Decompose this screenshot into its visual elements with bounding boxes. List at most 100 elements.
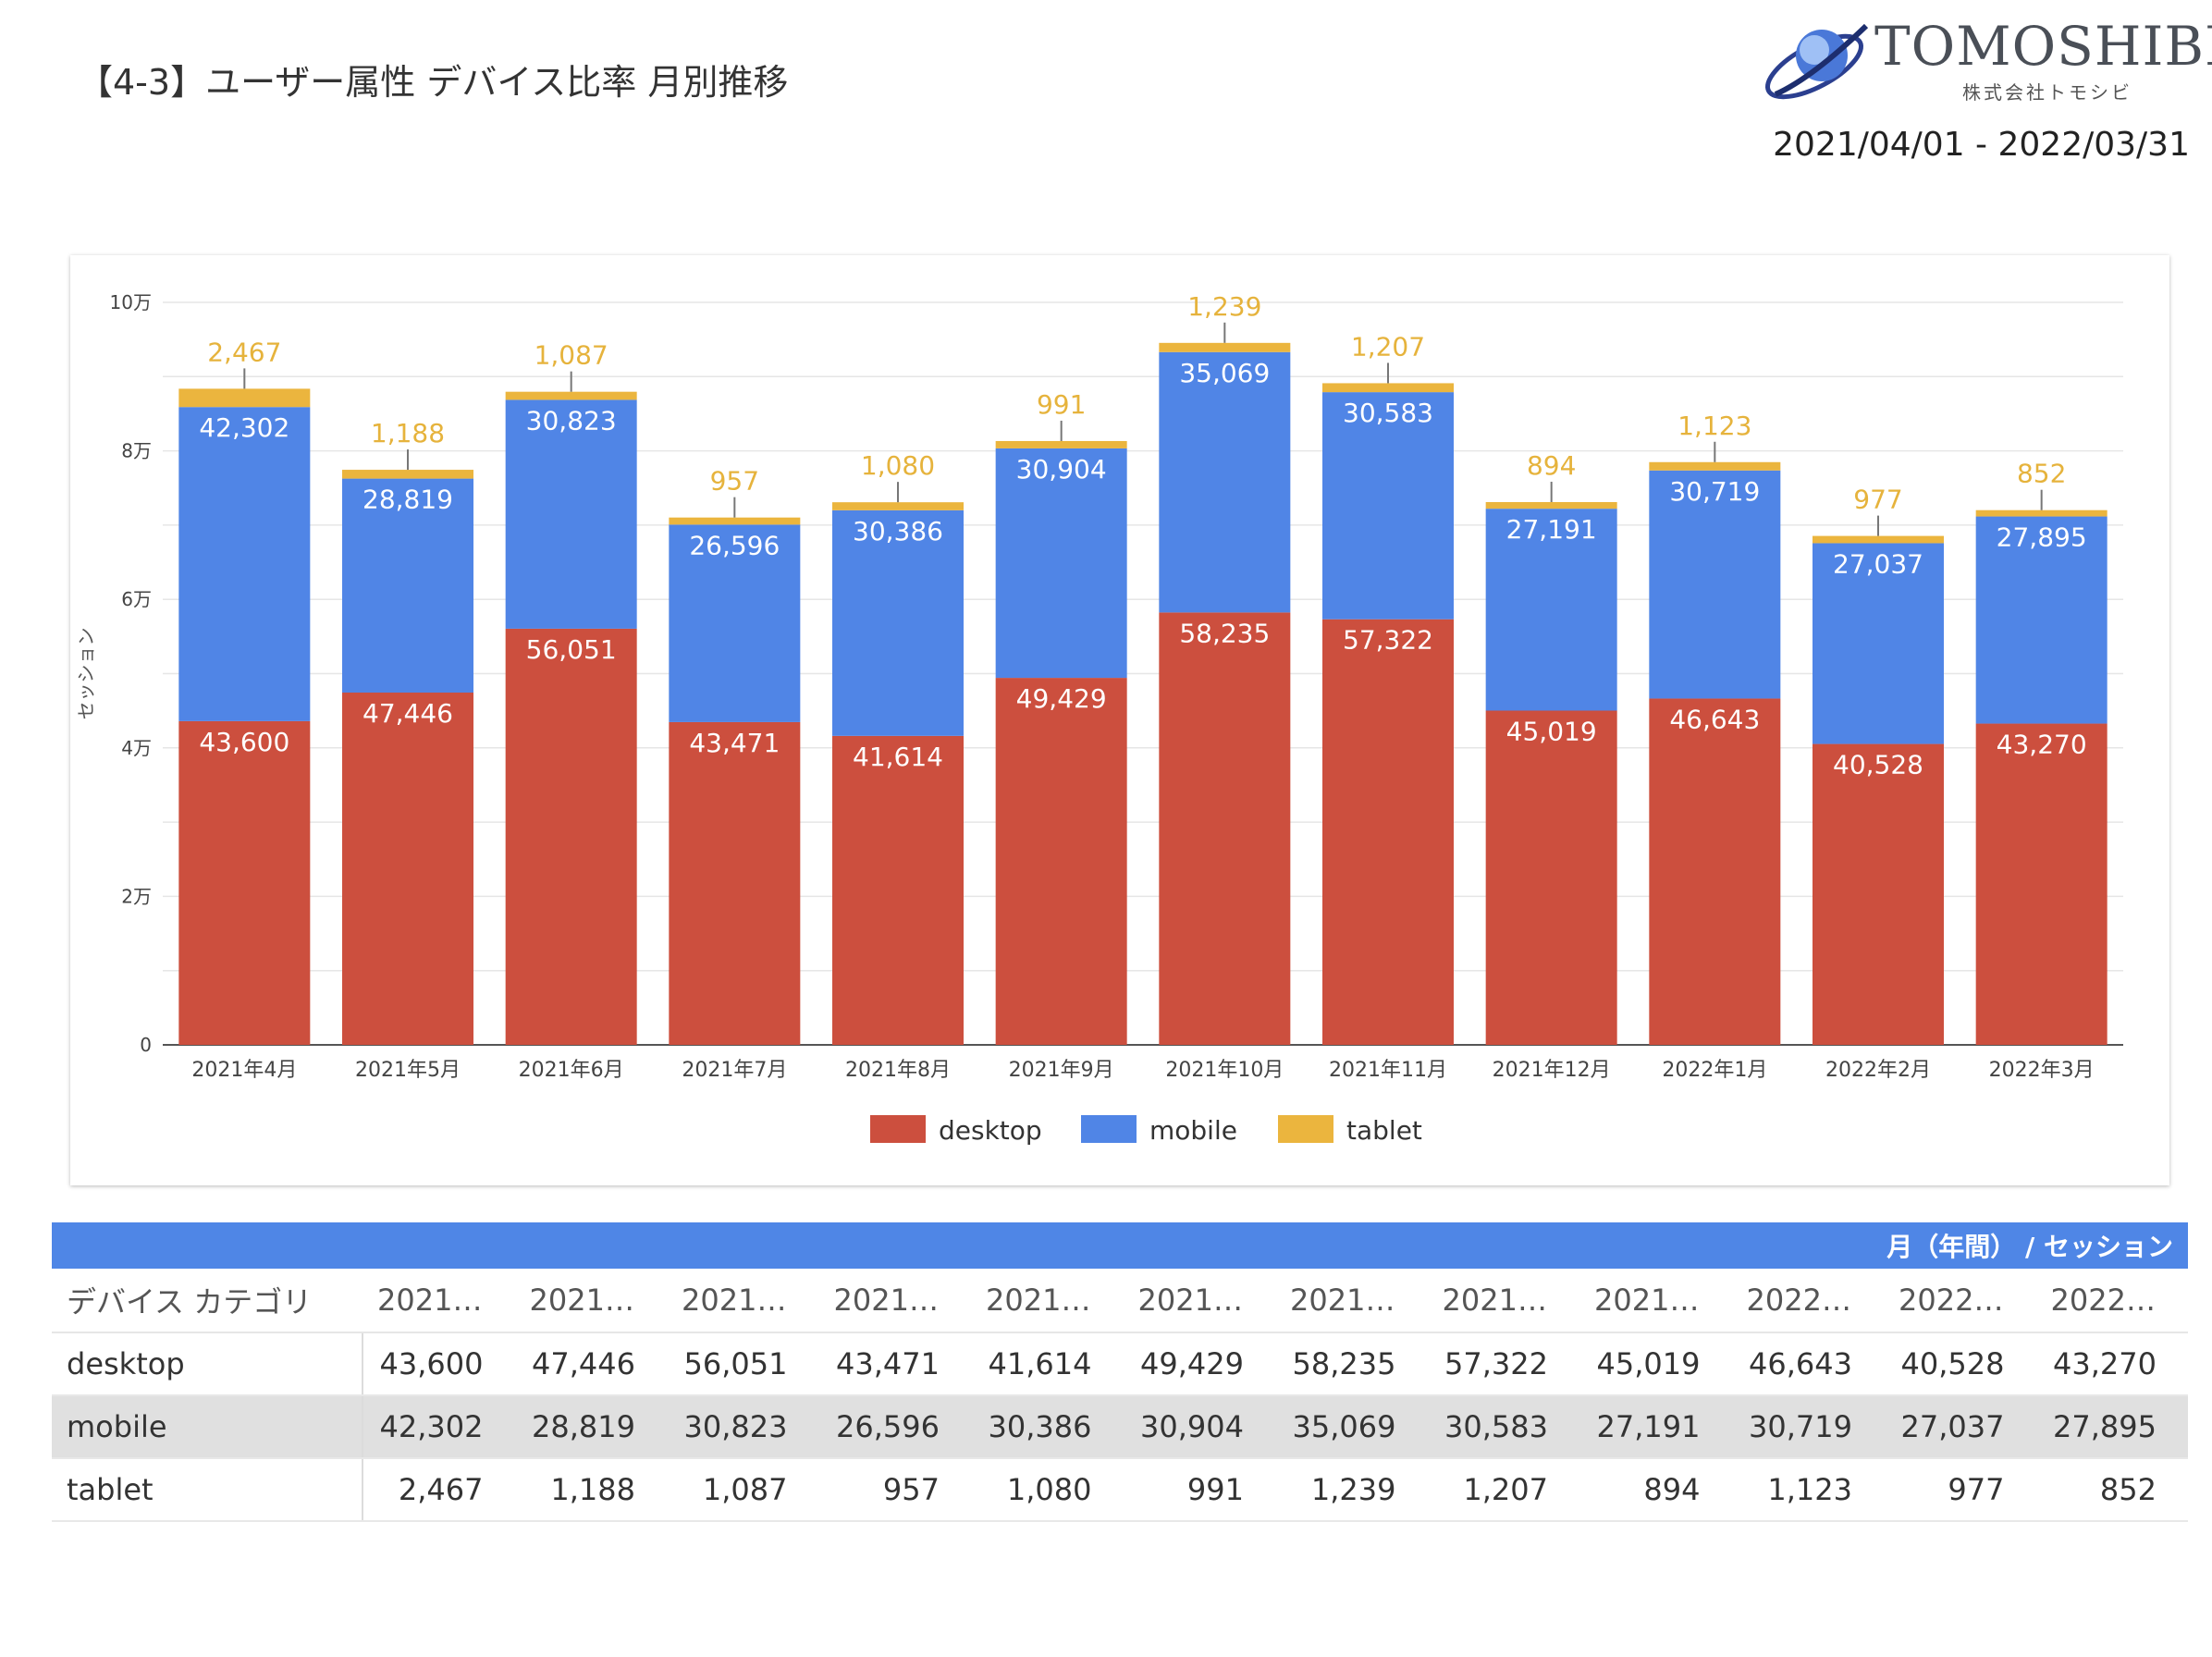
- bar-mobile: [1813, 543, 1944, 744]
- data-label-mobile: 30,719: [1669, 476, 1760, 507]
- data-label-tablet: 977: [1853, 485, 1902, 515]
- bar-tablet: [1813, 535, 1944, 544]
- table-cell: 1,239: [1275, 1458, 1428, 1522]
- bar-tablet: [832, 502, 964, 510]
- table-cell: 41,614: [971, 1332, 1124, 1396]
- data-label-tablet: 1,207: [1351, 331, 1425, 362]
- table-row: tablet 2,467 1,188 1,087 957 1,080 991 1,239 1,2…: [52, 1458, 2188, 1522]
- data-label-tablet: 852: [2017, 459, 2066, 489]
- table-cell: 26,596: [818, 1395, 971, 1459]
- bar-mobile: [342, 478, 473, 693]
- y-axis-label: セッション: [75, 628, 97, 720]
- bar-tablet: [1649, 461, 1781, 471]
- data-label-desktop: 47,446: [363, 698, 453, 729]
- table-cell: 43,471: [818, 1332, 971, 1396]
- x-tick-label: 2021年4月: [191, 1059, 297, 1082]
- x-tick-label: 2021年10月: [1165, 1059, 1284, 1082]
- y-tick-label: 4万: [121, 737, 152, 759]
- data-label-desktop: 45,019: [1506, 716, 1597, 746]
- chart-card: 0 2万 4万 6万 8万 10万 セッション 43,600 42,302 2,467 2021年4…: [70, 255, 2169, 1185]
- table-row: mobile 42,302 28,819 30,823 26,596 30,386 30,9…: [52, 1395, 2188, 1459]
- table-cell: 40,528: [1884, 1332, 2036, 1396]
- x-tick-label: 2021年6月: [519, 1059, 624, 1082]
- column-header[interactable]: 2021…: [818, 1269, 971, 1333]
- legend-swatch-tablet: [1278, 1115, 1333, 1143]
- y-tick-label: 0: [140, 1034, 152, 1056]
- table-header-bar: 月（年間） / セッション: [52, 1222, 2188, 1269]
- company-logo: TOMOSHIBI 株式会社トモシビ: [1757, 13, 2212, 105]
- table-cell: 977: [1884, 1458, 2036, 1522]
- bar-desktop: [1159, 612, 1291, 1045]
- data-label-desktop: 56,051: [526, 634, 617, 665]
- column-header[interactable]: 2022…: [2035, 1269, 2188, 1333]
- y-tick-label: 8万: [121, 440, 152, 462]
- data-label-tablet: 1,123: [1677, 411, 1751, 441]
- x-tick-label: 2022年2月: [1825, 1059, 1931, 1082]
- column-header[interactable]: 2021…: [971, 1269, 1124, 1333]
- date-range: 2021/04/01 - 2022/03/31: [1773, 126, 2190, 164]
- bar-desktop: [1649, 698, 1781, 1045]
- legend-label-desktop: desktop: [939, 1115, 1042, 1146]
- x-tick-label: 2022年1月: [1662, 1059, 1767, 1082]
- data-label-tablet: 894: [1527, 450, 1576, 481]
- table-cell: 2,467: [363, 1458, 515, 1522]
- x-tick-label: 2021年12月: [1493, 1059, 1611, 1082]
- bar-desktop: [342, 693, 473, 1045]
- logo-text: TOMOSHIBI: [1874, 15, 2212, 78]
- x-tick-label: 2022年3月: [1989, 1059, 2095, 1082]
- bar-mobile: [995, 448, 1127, 679]
- table-cell: 1,087: [667, 1458, 819, 1522]
- column-header[interactable]: 2021…: [1275, 1269, 1428, 1333]
- data-label-mobile: 35,069: [1179, 358, 1270, 388]
- legend-swatch-mobile: [1081, 1115, 1137, 1143]
- data-label-tablet: 1,239: [1187, 291, 1261, 322]
- y-tick-label: 6万: [121, 588, 152, 610]
- table-cell: 1,188: [514, 1458, 667, 1522]
- bar-desktop: [1485, 710, 1617, 1045]
- table-cell: 45,019: [1579, 1332, 1732, 1396]
- legend-label-tablet: tablet: [1346, 1115, 1422, 1146]
- column-header[interactable]: 2021…: [363, 1269, 515, 1333]
- column-header[interactable]: 2021…: [1579, 1269, 1732, 1333]
- logo-mark-icon: [1764, 23, 1869, 100]
- bar-tablet: [1485, 501, 1617, 509]
- data-label-desktop: 46,643: [1669, 704, 1760, 734]
- table-cell: 27,895: [2035, 1395, 2188, 1459]
- data-label-mobile: 30,583: [1343, 398, 1433, 428]
- column-header[interactable]: 2022…: [1884, 1269, 2036, 1333]
- data-label-mobile: 30,823: [526, 405, 617, 436]
- table-cell: 30,904: [1123, 1395, 1275, 1459]
- table-cell: 894: [1579, 1458, 1732, 1522]
- bar-mobile: [1975, 516, 2108, 724]
- column-header[interactable]: 2021…: [667, 1269, 819, 1333]
- data-label-tablet: 957: [710, 466, 759, 497]
- column-header[interactable]: 2021…: [1123, 1269, 1275, 1333]
- bar-desktop: [832, 735, 964, 1045]
- table-cell: 46,643: [1731, 1332, 1884, 1396]
- column-header[interactable]: 2022…: [1731, 1269, 1884, 1333]
- table-cell: 28,819: [514, 1395, 667, 1459]
- data-label-desktop: 40,528: [1833, 750, 1923, 780]
- table-header-row: デバイス カテゴリ 2021… 2021… 2021… 2021… 2021… 2021……: [52, 1269, 2188, 1333]
- table-cell: 1,207: [1427, 1458, 1579, 1522]
- table-cell: 35,069: [1275, 1395, 1428, 1459]
- data-label-desktop: 57,322: [1343, 625, 1433, 656]
- y-tick-label: 10万: [110, 291, 152, 313]
- table-cell: 1,123: [1731, 1458, 1884, 1522]
- dimension-header[interactable]: デバイス カテゴリ: [52, 1269, 363, 1333]
- bar-desktop: [1975, 723, 2108, 1045]
- bar-tablet: [669, 517, 801, 525]
- data-label-desktop: 41,614: [853, 742, 943, 772]
- data-label-mobile: 27,895: [1997, 522, 2087, 553]
- table-cell: 30,583: [1427, 1395, 1579, 1459]
- legend-swatch-desktop: [870, 1115, 926, 1143]
- bar-tablet: [505, 391, 637, 400]
- data-label-desktop: 58,235: [1179, 618, 1270, 648]
- data-label-mobile: 42,302: [199, 412, 289, 443]
- bar-mobile: [1322, 392, 1454, 620]
- table-cell: 43,270: [2035, 1332, 2188, 1396]
- column-header[interactable]: 2021…: [514, 1269, 667, 1333]
- column-header[interactable]: 2021…: [1427, 1269, 1579, 1333]
- bar-tablet: [1975, 509, 2108, 517]
